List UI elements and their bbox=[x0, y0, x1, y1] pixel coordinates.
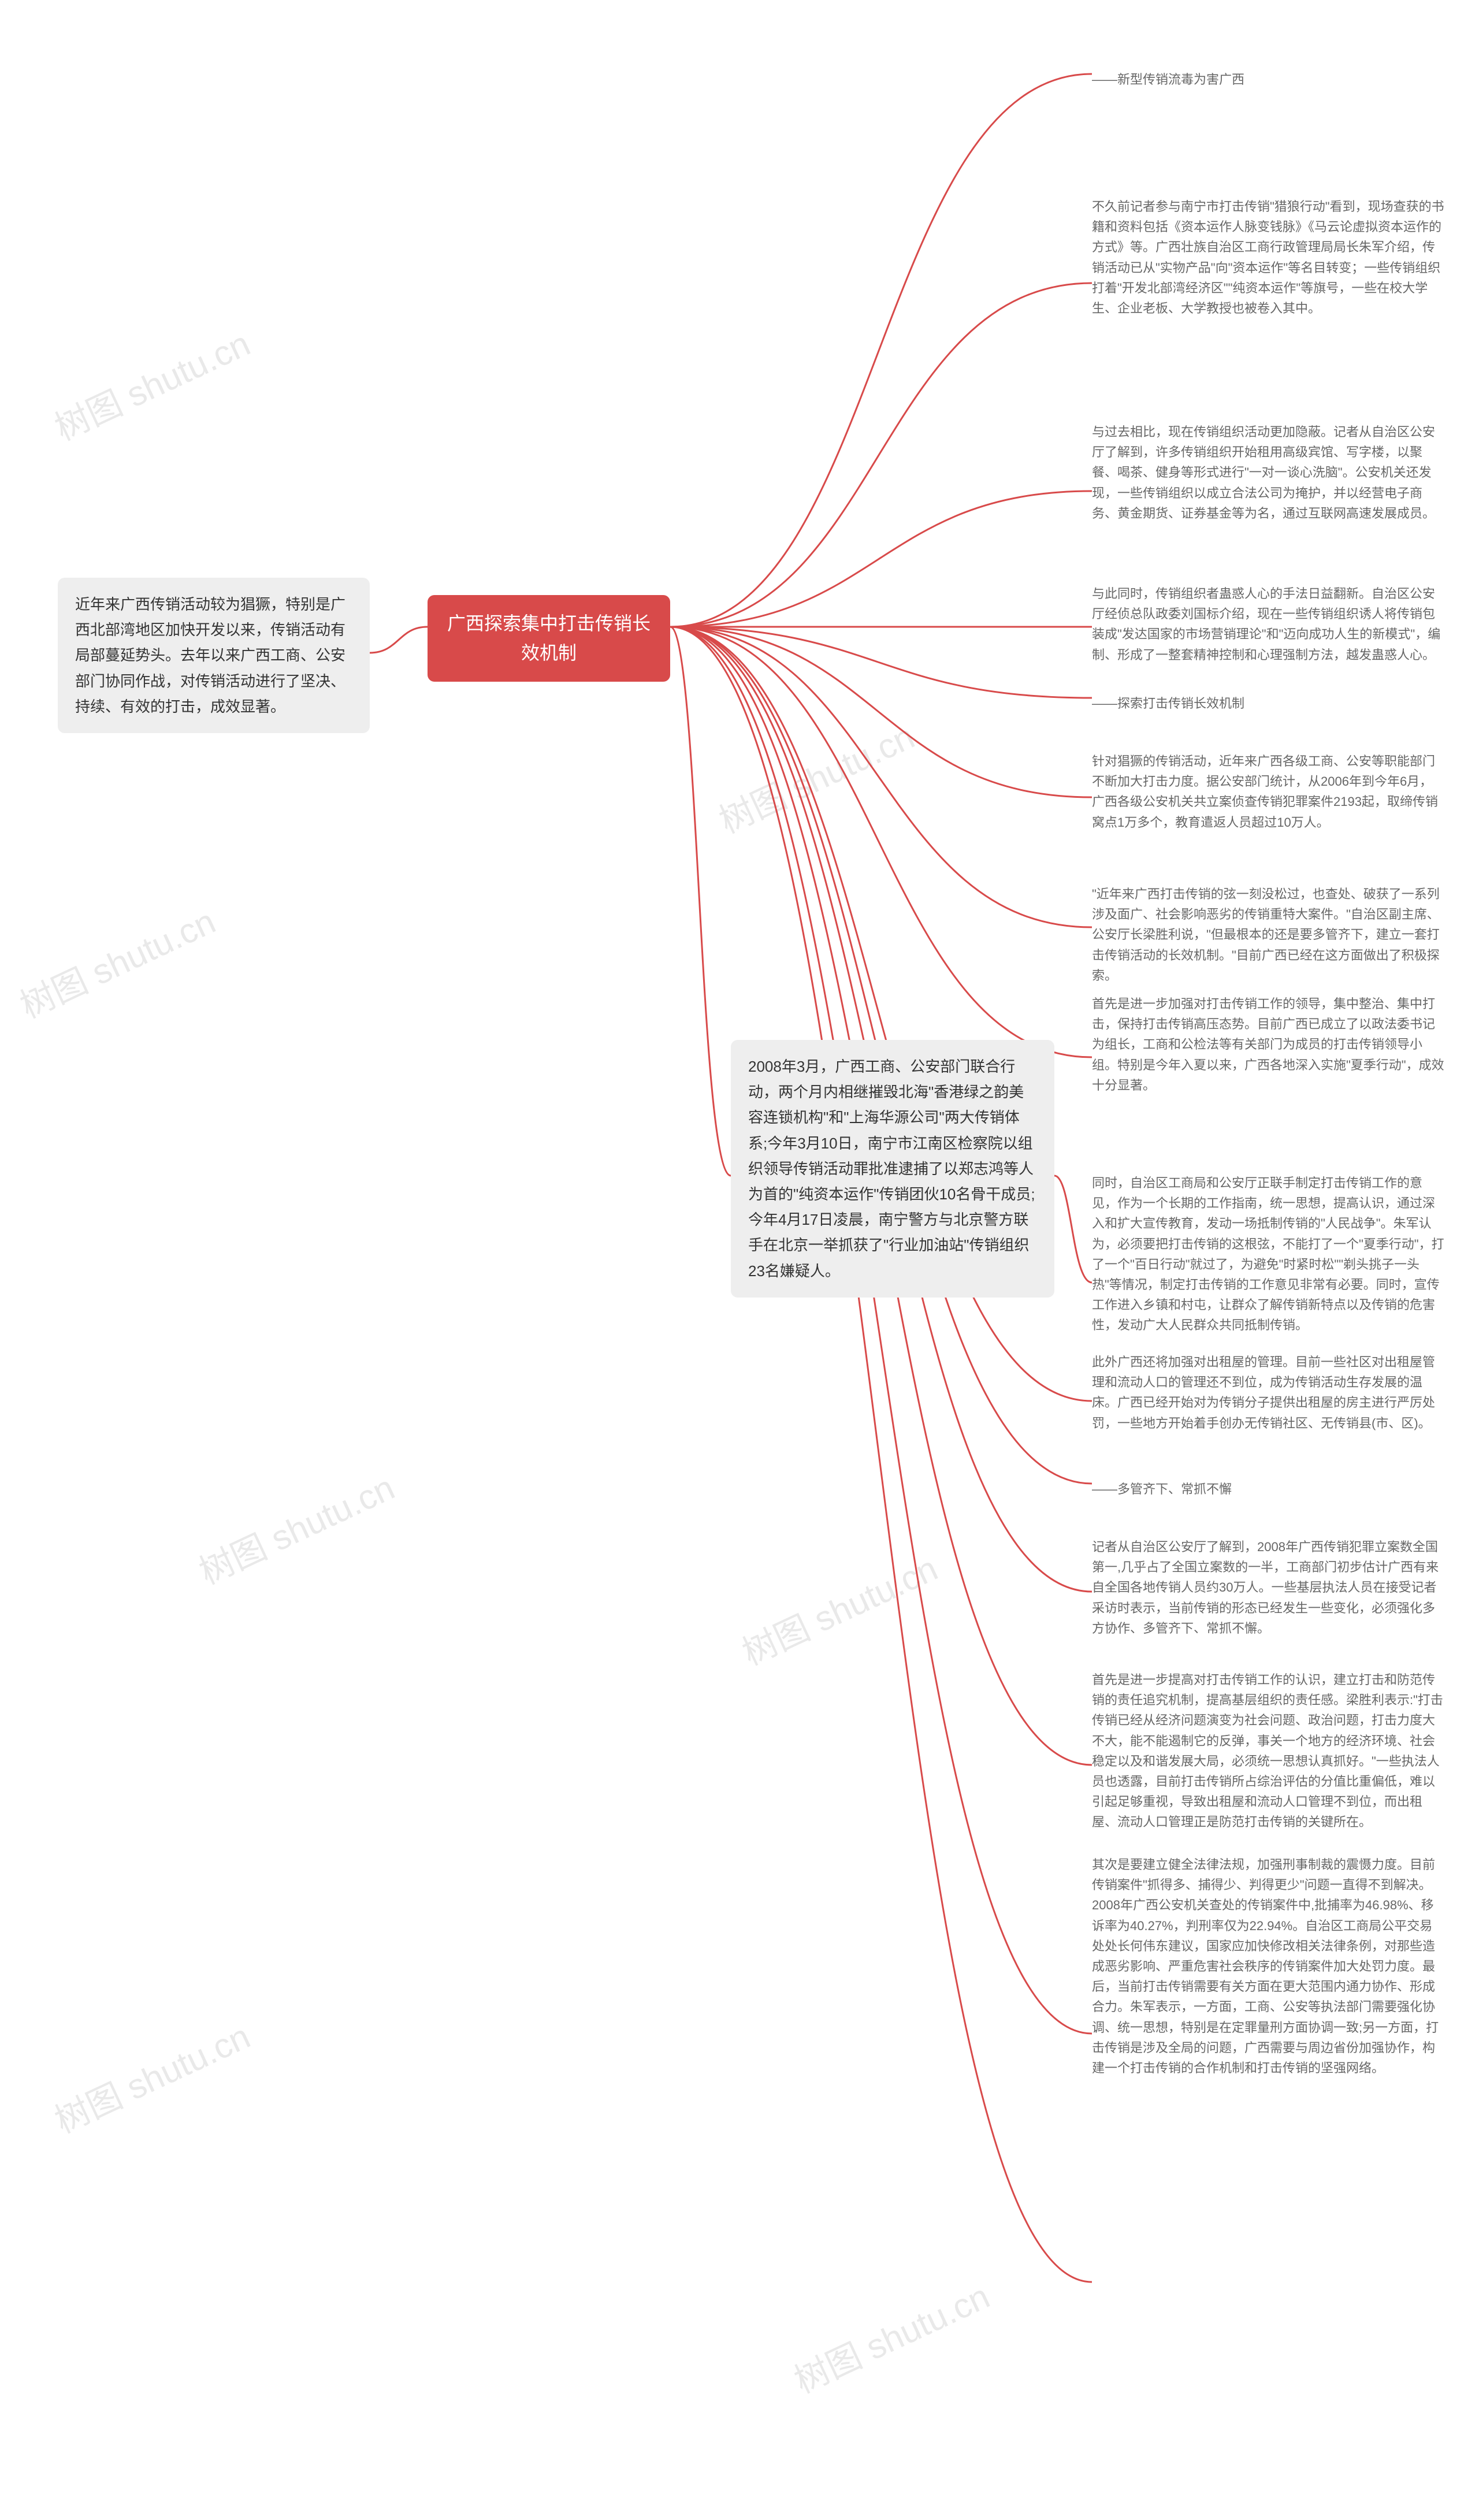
watermark: 树图 shutu.cn bbox=[710, 709, 921, 843]
mindmap-container: 树图 shutu.cn 树图 shutu.cn 树图 shutu.cn 树图 s… bbox=[0, 0, 1479, 2520]
watermark: 树图 shutu.cn bbox=[46, 2009, 257, 2143]
leaf-quote-liang: "近年来广西打击传销的弦一刻没松过，也查处、破获了一系列涉及面广、社会影响恶劣的… bbox=[1092, 878, 1444, 991]
leaf-heading-longterm: ——探索打击传销长效机制 bbox=[1092, 687, 1444, 719]
leaf-legal-framework: 其次是要建立健全法律法规，加强刑事制裁的震慑力度。目前传销案件"抓得多、捕得少、… bbox=[1092, 1849, 1444, 2084]
leaf-hunting-action: 不久前记者参与南宁市打击传销"猎狼行动"看到，现场查获的书籍和资料包括《资本运作… bbox=[1092, 191, 1444, 324]
leaf-enforcement-stats: 针对猖獗的传销活动，近年来广西各级工商、公安等职能部门不断加大打击力度。据公安部… bbox=[1092, 745, 1444, 838]
leaf-heading-new-model: ——新型传销流毒为害广西 bbox=[1092, 64, 1444, 95]
case-examples-node: 2008年3月，广西工商、公安部门联合行动，两个月内相继摧毁北海"香港绿之韵美容… bbox=[731, 1040, 1054, 1298]
leaf-deception-methods: 与此同时，传销组织者蛊惑人心的手法日益翻新。自治区公安厅经侦总队政委刘国标介绍，… bbox=[1092, 578, 1444, 671]
watermark: 树图 shutu.cn bbox=[11, 894, 222, 1028]
context-node: 近年来广西传销活动较为猖獗，特别是广西北部湾地区加快开发以来，传销活动有局部蔓延… bbox=[58, 578, 370, 733]
root-node[interactable]: 广西探索集中打击传销长效机制 bbox=[428, 595, 670, 682]
leaf-hidden-activity: 与过去相比，现在传销组织活动更加隐蔽。记者从自治区公安厅了解到，许多传销组织开始… bbox=[1092, 416, 1444, 529]
watermark: 树图 shutu.cn bbox=[785, 2269, 997, 2403]
leaf-rental-management: 此外广西还将加强对出租屋的管理。目前一些社区对出租屋管理和流动人口的管理还不到位… bbox=[1092, 1346, 1444, 1439]
watermark: 树图 shutu.cn bbox=[190, 1460, 402, 1594]
leaf-heading-multipronged: ——多管齐下、常抓不懈 bbox=[1092, 1473, 1444, 1505]
leaf-leadership-strengthen: 首先是进一步加强对打击传销工作的领导，集中整治、集中打击，保持打击传销高压态势。… bbox=[1092, 988, 1444, 1101]
watermark: 树图 shutu.cn bbox=[46, 316, 257, 450]
leaf-case-statistics: 记者从自治区公安厅了解到，2008年广西传销犯罪立案数全国第一,几乎占了全国立案… bbox=[1092, 1531, 1444, 1644]
leaf-joint-guidance: 同时，自治区工商局和公安厅正联手制定打击传销工作的意见，作为一个长期的工作指南，… bbox=[1092, 1167, 1444, 1341]
leaf-awareness-responsibility: 首先是进一步提高对打击传销工作的认识，建立打击和防范传销的责任追究机制，提高基层… bbox=[1092, 1664, 1444, 1838]
watermark: 树图 shutu.cn bbox=[733, 1541, 945, 1675]
